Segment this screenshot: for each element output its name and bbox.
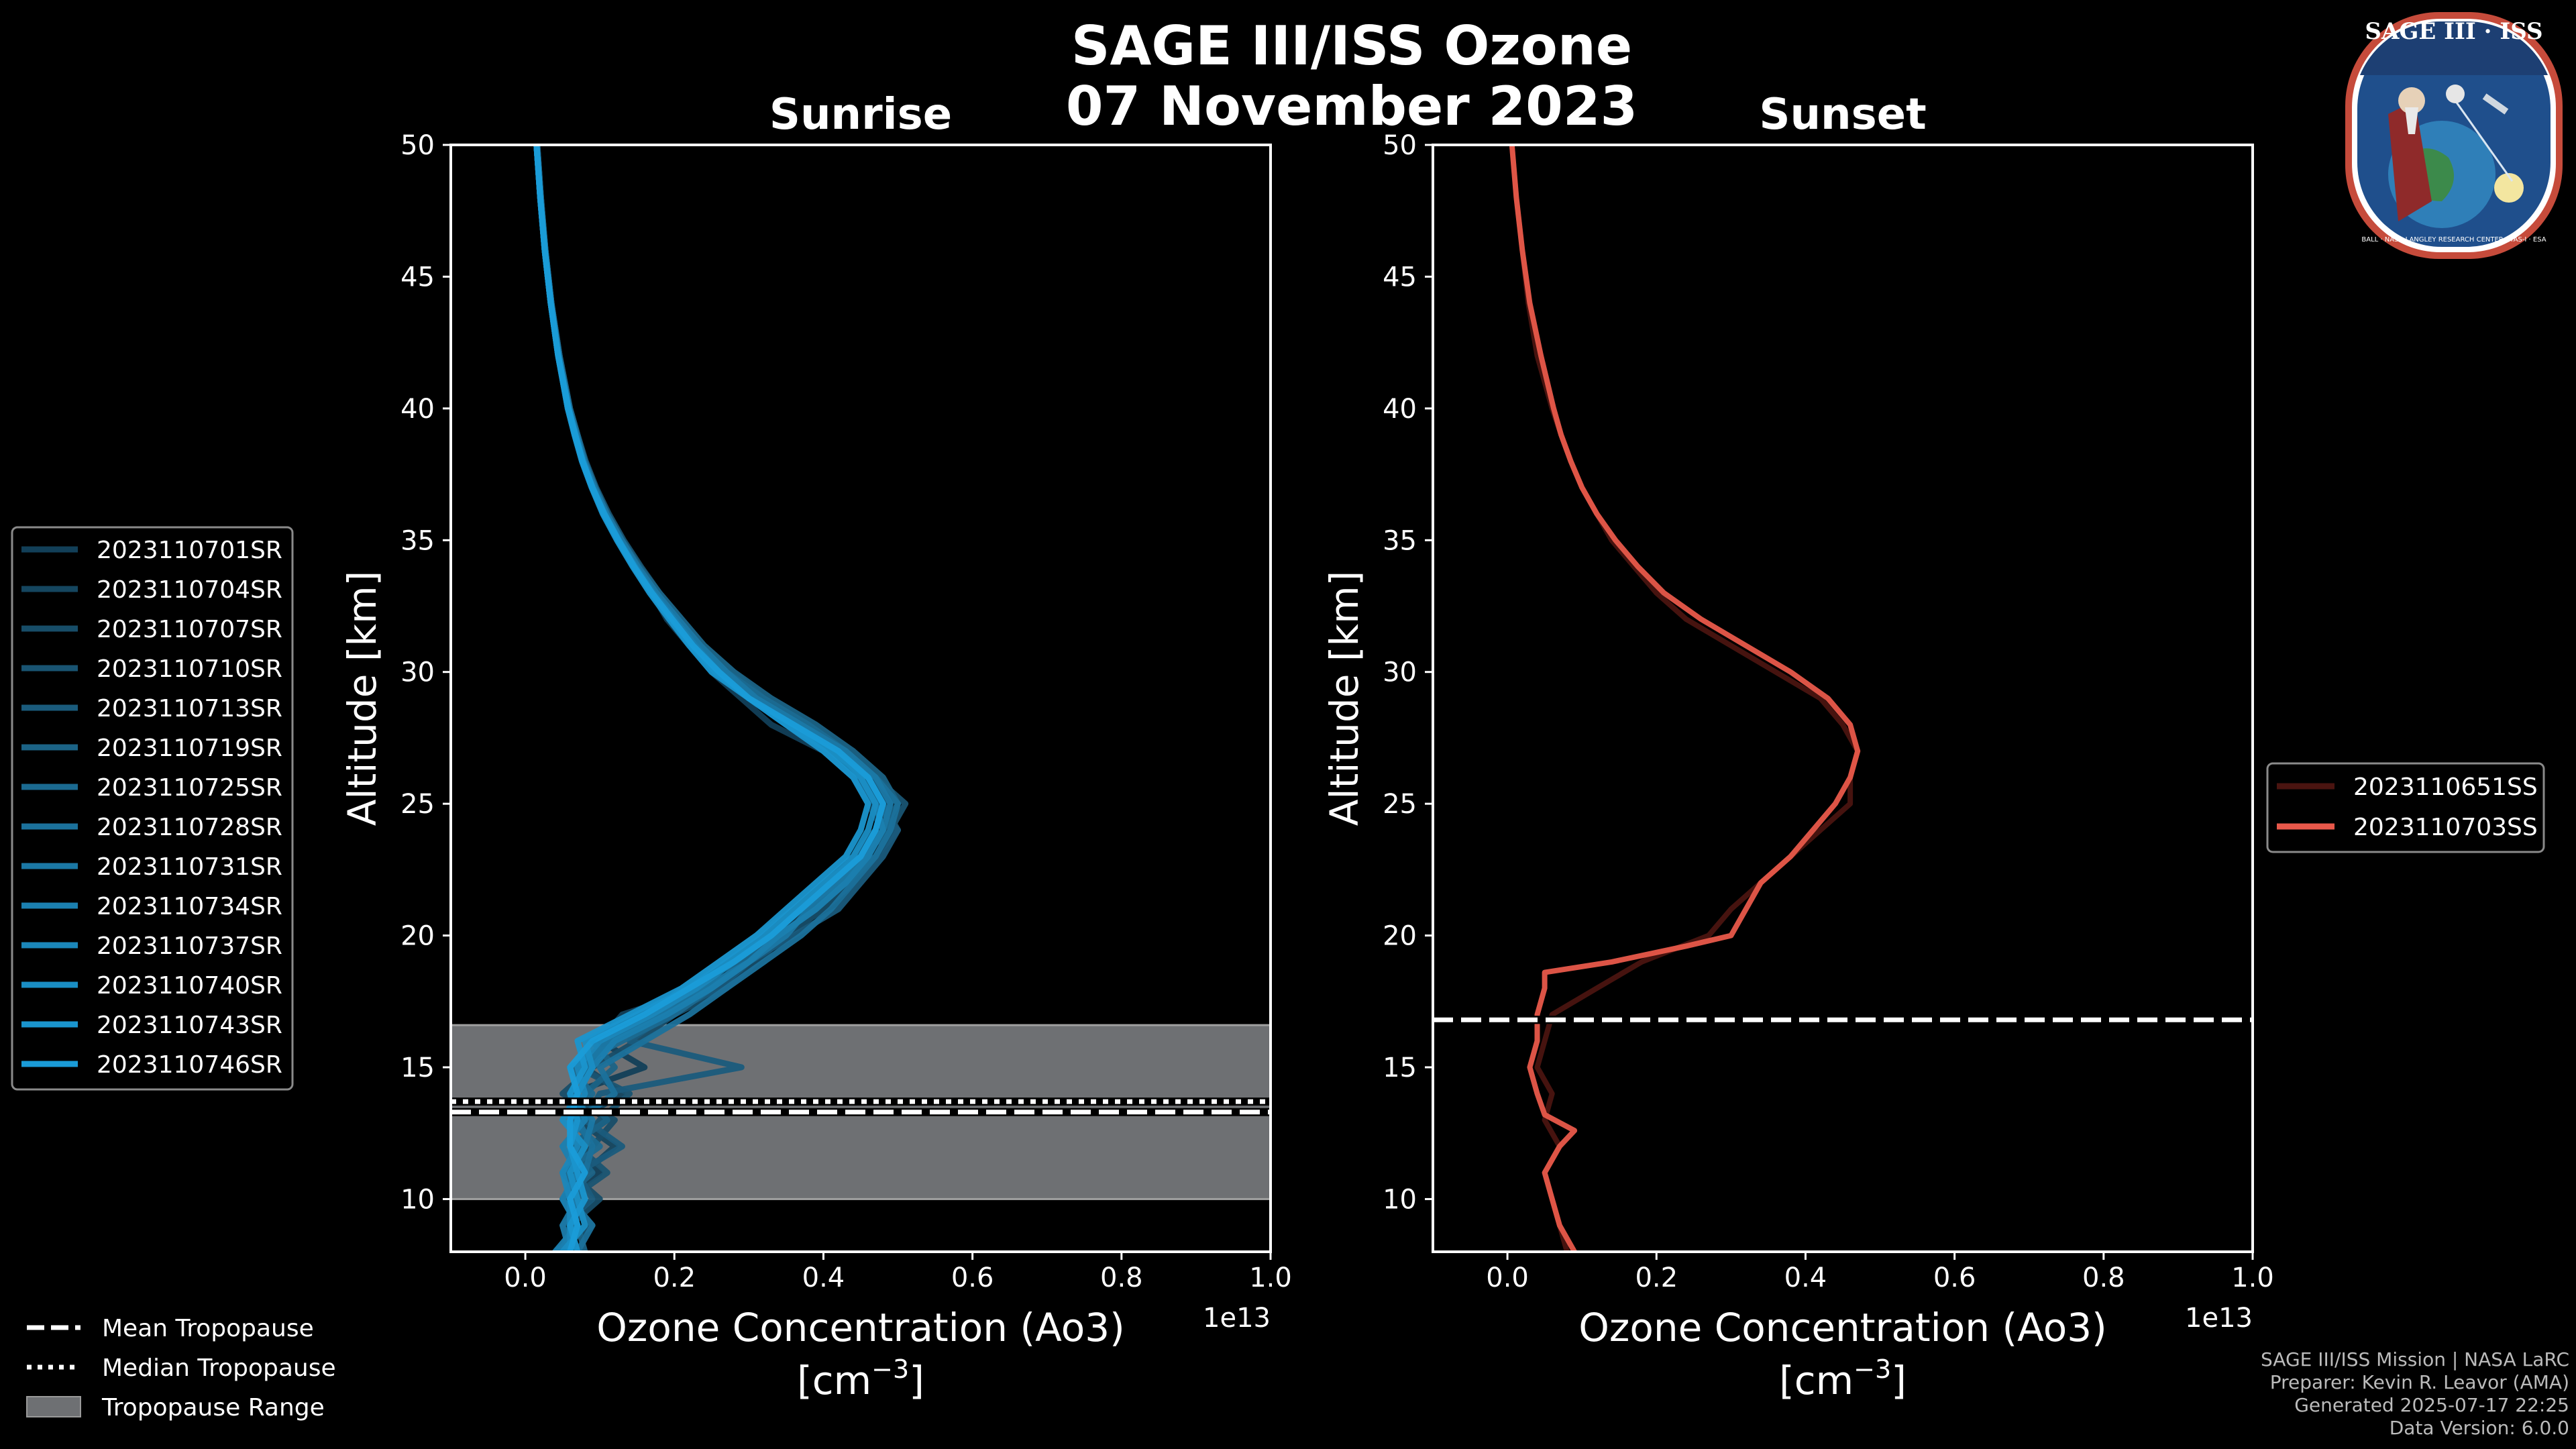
figure-title-line2: 07 November 2023	[1066, 75, 1638, 138]
sunset-y-tick-label: 35	[1383, 525, 1417, 556]
sunset-x-tick-label: 0.4	[1784, 1263, 1827, 1293]
credits-footer: SAGE III/ISS Mission | NASA LaRC Prepare…	[2261, 1348, 2569, 1439]
legend-label-2023110701SR: 2023110701SR	[97, 537, 282, 564]
sunrise-y-tick-label: 20	[400, 921, 435, 952]
sunrise-x-tick-label: 0.4	[802, 1263, 845, 1293]
sunrise-y-tick-label: 35	[400, 525, 435, 556]
sunrise-y-tick-label: 50	[400, 130, 435, 161]
sunrise-x-tick-label: 0.8	[1100, 1263, 1143, 1293]
logo-title: SAGE III · ISS	[2365, 18, 2542, 45]
legend-label-2023110703SS: 2023110703SS	[2353, 814, 2538, 841]
sunrise-legend: 2023110701SR 2023110704SR 2023110707SR 2023…	[11, 526, 294, 1091]
sunset-y-tick-label: 45	[1383, 262, 1417, 292]
sunset-y-tick-label: 15	[1383, 1053, 1417, 1083]
sunset-x-tick-label: 0.8	[2082, 1263, 2125, 1293]
sunrise-y-tick-label: 30	[400, 657, 435, 688]
legend-label-2023110707SR: 2023110707SR	[97, 616, 282, 643]
tropopause-legend: Mean Tropopause Median Tropopause Tropop…	[26, 1315, 336, 1421]
profile-line-2023110746SR	[533, 145, 886, 1252]
logo-ring-text: BALL · NASA LANGLEY RESEARCH CENTER · TA…	[2361, 236, 2546, 244]
sunset-x-tick-label: 0.2	[1635, 1263, 1678, 1293]
legend-tropopause-range-label: Tropopause Range	[101, 1394, 325, 1421]
sunrise-y-tick-label: 40	[400, 394, 435, 425]
sunset-y-tick-label: 40	[1383, 394, 1417, 425]
profile-line-2023110703SS	[1509, 145, 1861, 1252]
sunset-x-tick-label: 1.0	[2231, 1263, 2274, 1293]
legend-label-2023110743SR: 2023110743SR	[97, 1012, 282, 1039]
sunset-x-tick-label: 0.0	[1486, 1263, 1529, 1293]
sunset-x-tick-label: 0.6	[1933, 1263, 1976, 1293]
sunset-y-tick-label: 30	[1383, 657, 1417, 688]
footer-mission: SAGE III/ISS Mission | NASA LaRC	[2261, 1348, 2569, 1371]
legend-label-2023110704SR: 2023110704SR	[97, 576, 282, 604]
legend-mean-tropopause-label: Mean Tropopause	[102, 1315, 314, 1342]
sunset-panel-title: Sunset	[1759, 90, 1926, 140]
sunrise-y-tick-label: 45	[400, 262, 435, 292]
legend-label-2023110725SR: 2023110725SR	[97, 774, 282, 802]
sunset-legend: 2023110651SS 2023110703SS	[2266, 762, 2545, 853]
sunrise-y-tick-label: 25	[400, 789, 435, 820]
legend-label-2023110713SR: 2023110713SR	[97, 695, 282, 722]
sunrise-panel: Sunrise 0.0 0.2 0.4 0.6 0.8 1.0 10 15 20 25 30 35 40…	[339, 90, 1292, 1403]
legend-label-2023110651SS: 2023110651SS	[2353, 773, 2538, 801]
legend-label-2023110710SR: 2023110710SR	[97, 655, 282, 683]
sunset-panel: Sunset 0.0 0.2 0.4 0.6 0.8 1.0 10 15 20 25 30 35 40 4…	[1322, 90, 2274, 1403]
sunrise-x-tick-label: 0.6	[951, 1263, 994, 1293]
sunrise-plot-frame	[449, 144, 1272, 1253]
sunset-x-axis-units: [cm−3]	[1779, 1354, 1907, 1403]
sunset-plot-frame	[1432, 144, 2254, 1253]
sunset-y-tick-label: 50	[1383, 130, 1417, 161]
sunrise-x-tick-label: 1.0	[1249, 1263, 1292, 1293]
sunset-y-tick-label: 25	[1383, 789, 1417, 820]
legend-label-2023110728SR: 2023110728SR	[97, 814, 282, 841]
sunrise-x-tick-label: 0.0	[504, 1263, 547, 1293]
sunrise-x-multiplier: 1e13	[1203, 1303, 1271, 1334]
legend-label-2023110740SR: 2023110740SR	[97, 972, 282, 1000]
legend-label-2023110737SR: 2023110737SR	[97, 932, 282, 960]
legend-label-2023110734SR: 2023110734SR	[97, 893, 282, 920]
sunset-x-axis-label: Ozone Concentration (Ao3)	[1578, 1305, 2107, 1350]
sage-iii-iss-mission-patch: SAGE III · ISS BALL · NASA LANGLEY RESEA…	[2345, 12, 2563, 259]
figure-title-line1: SAGE III/ISS Ozone	[1071, 15, 1632, 77]
sunrise-x-axis-label: Ozone Concentration (Ao3)	[596, 1305, 1125, 1350]
sunrise-panel-title: Sunrise	[769, 90, 952, 140]
legend-median-tropopause-label: Median Tropopause	[102, 1354, 336, 1382]
legend-tropopause-range-swatch	[26, 1396, 81, 1417]
footer-data-version: Data Version: 6.0.0	[2390, 1417, 2569, 1439]
sunrise-y-tick-label: 10	[400, 1184, 435, 1215]
sunrise-y-axis-label: Altitude [km]	[339, 571, 385, 826]
sunset-y-axis-label: Altitude [km]	[1322, 571, 1367, 826]
legend-label-2023110731SR: 2023110731SR	[97, 853, 282, 881]
legend-label-2023110746SR: 2023110746SR	[97, 1051, 282, 1079]
footer-generated: Generated 2025-07-17 22:25	[2294, 1394, 2569, 1416]
legend-label-2023110719SR: 2023110719SR	[97, 735, 282, 762]
sunset-y-tick-label: 10	[1383, 1184, 1417, 1215]
sunrise-x-tick-label: 0.2	[653, 1263, 696, 1293]
sunrise-y-tick-label: 15	[400, 1053, 435, 1083]
sunset-y-tick-label: 20	[1383, 921, 1417, 952]
sunset-x-multiplier: 1e13	[2185, 1303, 2253, 1334]
sunrise-x-axis-units: [cm−3]	[797, 1354, 924, 1403]
footer-preparer: Preparer: Kevin R. Leavor (AMA)	[2270, 1371, 2569, 1393]
profile-line-2023110651SS	[1509, 145, 1861, 1252]
